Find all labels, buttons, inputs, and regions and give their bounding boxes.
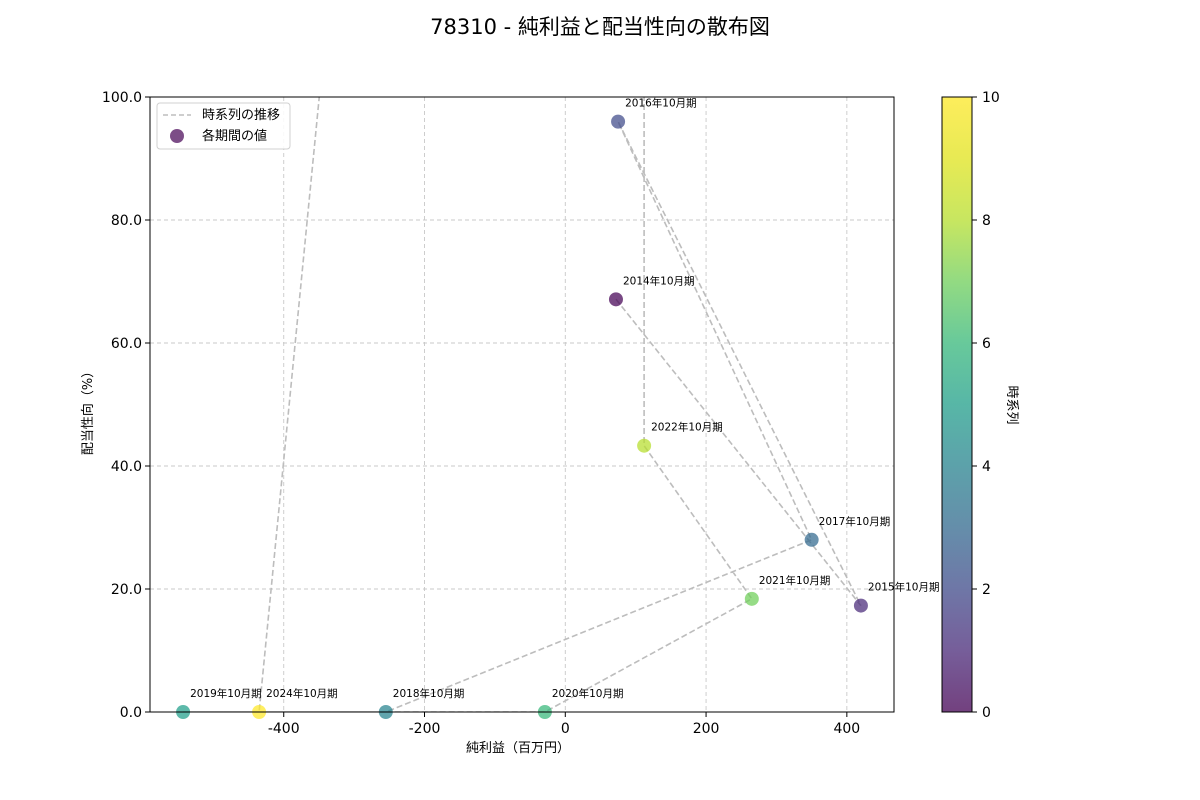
x-tick-label: 0	[561, 721, 570, 737]
chart-title: 78310 - 純利益と配当性向の散布図	[430, 15, 770, 39]
y-tick-label: 0.0	[120, 705, 142, 721]
y-tick-label: 60.0	[111, 336, 142, 352]
data-point	[611, 114, 626, 129]
x-tick-label: 200	[693, 721, 720, 737]
colorbar: 0 2 4 6 8 10 時系列	[941, 90, 1019, 721]
x-axis-ticks: -400 -200 0 200 400	[268, 712, 860, 737]
point-annotation: 2014年10月期	[623, 274, 695, 287]
data-point	[608, 292, 623, 307]
y-tick-label: 20.0	[111, 582, 142, 598]
y-tick-label: 40.0	[111, 459, 142, 475]
y-tick-label: 100.0	[102, 90, 142, 106]
legend-marker-label: 各期間の値	[202, 128, 267, 144]
x-tick-label: 400	[833, 721, 860, 737]
data-point	[744, 591, 759, 606]
colorbar-tick-label: 6	[982, 336, 991, 352]
legend: 時系列の推移 各期間の値	[156, 102, 291, 150]
grid	[150, 96, 894, 713]
legend-marker-swatch	[170, 129, 184, 143]
x-axis-label: 純利益（百万円）	[466, 741, 570, 756]
point-annotation: 2019年10月期	[190, 687, 262, 700]
points-layer	[176, 114, 868, 719]
point-annotation: 2020年10月期	[552, 687, 624, 700]
data-point	[637, 438, 652, 453]
data-point	[804, 532, 819, 547]
data-point	[853, 598, 868, 613]
point-annotation: 2018年10月期	[393, 687, 465, 700]
point-annotation: 2024年10月期	[266, 687, 338, 700]
y-axis-label: 配当性向（%）	[80, 365, 96, 455]
colorbar-ticks: 0 2 4 6 8 10	[972, 90, 1000, 721]
colorbar-tick-label: 8	[982, 213, 991, 229]
colorbar-gradient	[941, 96, 973, 713]
colorbar-tick-label: 4	[982, 459, 991, 475]
plot-frame	[149, 96, 895, 713]
annotations-layer: 2014年10月期 2015年10月期 2016年10月期 2017年10月期 2018…	[190, 97, 939, 700]
y-tick-label: 80.0	[111, 213, 142, 229]
colorbar-tick-label: 0	[982, 705, 991, 721]
colorbar-tick-label: 2	[982, 582, 991, 598]
x-tick-label: -400	[268, 721, 300, 737]
point-annotation: 2017年10月期	[819, 515, 891, 528]
point-annotation: 2016年10月期	[625, 97, 697, 110]
y-axis-ticks: 0.0 20.0 40.0 60.0 80.0 100.0	[102, 90, 150, 721]
point-annotation: 2021年10月期	[759, 574, 831, 587]
point-annotation: 2015年10月期	[868, 581, 940, 594]
legend-line-label: 時系列の推移	[202, 108, 280, 123]
colorbar-label: 時系列	[1004, 385, 1019, 424]
x-tick-label: -200	[409, 721, 441, 737]
colorbar-tick-label: 10	[982, 90, 1000, 106]
point-annotation: 2022年10月期	[651, 421, 723, 434]
